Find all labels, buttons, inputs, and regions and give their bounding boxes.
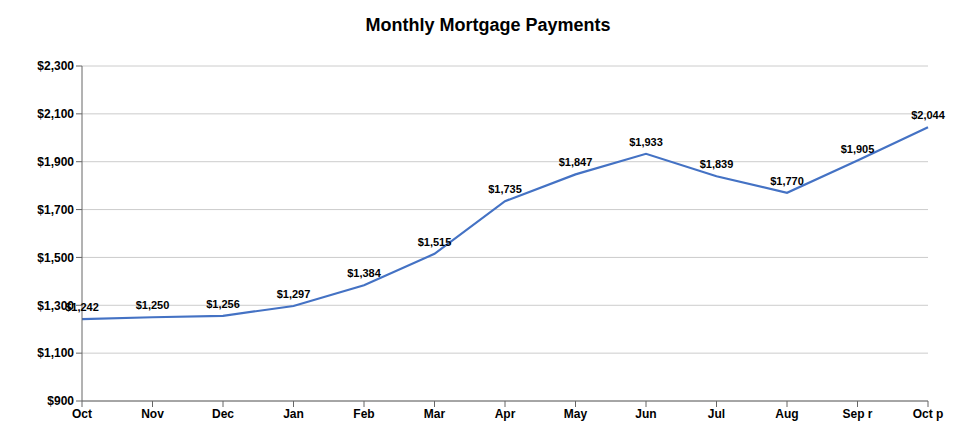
svg-text:Mar: Mar [424,407,446,421]
svg-text:$1,256: $1,256 [206,298,240,310]
svg-text:Nov: Nov [141,407,164,421]
svg-text:$2,044: $2,044 [911,109,946,121]
svg-text:$1,384: $1,384 [347,267,382,279]
svg-text:$1,847: $1,847 [559,156,593,168]
svg-text:$1,515: $1,515 [418,236,452,248]
svg-text:Aug: Aug [775,407,798,421]
svg-text:$1,933: $1,933 [629,136,663,148]
svg-text:$1,770: $1,770 [770,175,804,187]
svg-text:$1,700: $1,700 [37,203,74,217]
html-text:Monthly Mortgage Payments: Monthly Mortgage Payments [365,15,611,35]
svg-text:Sep r: Sep r [842,407,872,421]
svg-text:$1,905: $1,905 [841,143,875,155]
svg-text:$2,300: $2,300 [37,59,74,73]
svg-text:Oct: Oct [72,407,92,421]
svg-text:Feb: Feb [353,407,374,421]
svg-text:$1,100: $1,100 [37,346,74,360]
svg-text:$1,735: $1,735 [488,183,522,195]
svg-text:Apr: Apr [495,407,516,421]
svg-text:$1,250: $1,250 [136,299,170,311]
svg-text:Jun: Jun [635,407,656,421]
svg-text:$1,900: $1,900 [37,155,74,169]
svg-text:Oct p: Oct p [913,407,944,421]
svg-text:$1,242: $1,242 [65,301,99,313]
svg-text:May: May [564,407,588,421]
svg-text:$1,300: $1,300 [37,298,74,313]
svg-text:$1,500: $1,500 [37,251,74,265]
svg-text:$2,100: $2,100 [37,107,74,121]
svg-text:$1,297: $1,297 [277,288,311,300]
svg-text:Dec: Dec [212,407,234,421]
svg-text:Jul: Jul [708,407,725,421]
svg-text:$900: $900 [47,394,74,408]
svg-text:$1,839: $1,839 [700,158,734,170]
svg-text:Jan: Jan [283,407,304,421]
